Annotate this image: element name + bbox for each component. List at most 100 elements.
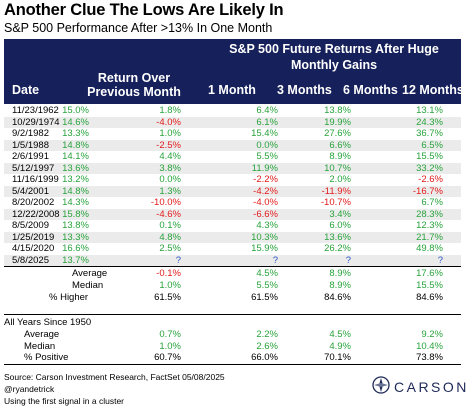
row-prev-return: 14.3% <box>62 197 89 208</box>
row-m3-return: 15.9% <box>251 243 278 254</box>
row-m12-return: -16.7% <box>412 185 443 197</box>
header-date: Date <box>12 83 40 97</box>
row-prev-return: 13.7% <box>62 254 89 266</box>
summary-label: Average <box>72 268 108 279</box>
row-m12-return: 36.7% <box>416 128 443 139</box>
all-years-label: Median <box>24 340 56 352</box>
table-row: 1/5/1988 14.8% -2.5% 0.0% 6.6% 6.5% <box>4 139 461 151</box>
row-date: 12/22/2008 <box>12 208 60 220</box>
row-m6-return: 13.6% <box>324 231 351 243</box>
table-row: 5/12/1997 13.6% 3.8% 11.9% 10.7% 33.2% <box>4 162 461 174</box>
returns-table: 11/23/1962 15.0% 1.8% 6.4% 13.8% 13.1% 10/29/1… <box>4 105 461 266</box>
all-years-row: Median 1.0% 2.6% 4.9% 10.4% <box>4 341 461 353</box>
table-row: 8/5/2009 13.8% 0.1% 4.3% 6.0% 12.3% <box>4 220 461 232</box>
row-m12-return: 6.5% <box>421 139 443 151</box>
row-m6-return: 6.0% <box>329 220 351 231</box>
row-m3-return: 11.9% <box>251 162 278 174</box>
row-date: 11/23/1962 <box>12 105 59 116</box>
row-date: 8/5/2009 <box>12 220 49 231</box>
row-date: 11/16/1999 <box>12 174 59 185</box>
row-m1-return: 4.8% <box>159 231 181 243</box>
header-group-label: S&P 500 Future Returns After Huge Monthl… <box>229 42 439 72</box>
table-row: 9/2/1982 13.3% 1.0% 15.4% 27.6% 36.7% <box>4 128 461 140</box>
row-m6-return: 19.9% <box>324 116 351 128</box>
row-m12-return: 6.7% <box>421 197 443 208</box>
row-m1-return: -4.6% <box>156 208 181 220</box>
footer-source: Source: Carson Investment Research, Fact… <box>4 372 225 382</box>
header-12-months: 12 Months <box>402 83 464 97</box>
row-m6-return: 8.9% <box>329 151 351 162</box>
row-m1-return: 1.8% <box>159 105 181 116</box>
row-date: 1/5/1988 <box>12 139 49 151</box>
row-date: 2/6/1991 <box>12 151 49 162</box>
summary-m6: 8.9% <box>329 279 351 291</box>
summary-row: Median 1.0% 5.5% 8.9% 15.5% <box>4 280 461 292</box>
row-m12-return: 21.7% <box>416 231 443 243</box>
row-m3-return: 10.3% <box>251 231 278 243</box>
row-m3-return: -4.2% <box>253 185 278 197</box>
row-m1-return: ? <box>175 254 181 266</box>
row-prev-return: 15.0% <box>62 105 89 116</box>
all-years-divider <box>4 314 461 315</box>
all-years-m1: 0.7% <box>159 329 181 340</box>
footer-handle: @ryandetrick <box>4 384 55 394</box>
summary-table: Average -0.1% 4.5% 8.9% 17.6% Median 1.0% 5.5% 8… <box>4 268 461 303</box>
row-prev-return: 13.3% <box>62 231 89 243</box>
table-row: 11/16/1999 13.2% 0.0% -2.2% 2.0% -2.6% <box>4 174 461 186</box>
row-m3-return: 4.3% <box>256 220 278 231</box>
row-m3-return: 6.1% <box>256 116 278 128</box>
page-title: Another Clue The Lows Are Likely In <box>4 1 284 19</box>
all-years-m1: 1.0% <box>159 340 181 352</box>
row-m1-return: -4.0% <box>156 116 181 128</box>
summary-m1: -0.1% <box>156 268 181 279</box>
row-m12-return: ? <box>437 254 443 266</box>
footer-note: Using the first signal in a cluster <box>4 396 124 406</box>
carson-logo: CARSON <box>372 376 466 398</box>
row-m6-return: 26.2% <box>324 243 351 254</box>
summary-m12: 15.5% <box>416 279 443 291</box>
row-m3-return: -2.2% <box>253 174 278 185</box>
row-prev-return: 14.6% <box>62 116 89 128</box>
header-3-months: 3 Months <box>277 83 332 97</box>
row-prev-return: 13.3% <box>62 128 89 139</box>
row-date: 5/4/2001 <box>12 185 49 197</box>
carson-logo-text: CARSON <box>394 379 468 395</box>
row-m1-return: 1.3% <box>159 185 181 197</box>
header-prev-return: Return Over Previous Month <box>87 71 181 99</box>
row-m6-return: 3.4% <box>329 208 351 220</box>
row-m3-return: 15.4% <box>251 128 278 139</box>
row-m6-return: -11.9% <box>321 185 351 197</box>
table-row: 11/23/1962 15.0% 1.8% 6.4% 13.8% 13.1% <box>4 105 461 117</box>
table-row: 5/4/2001 14.8% 1.3% -4.2% -11.9% -16.7% <box>4 185 461 197</box>
all-years-m6: 4.9% <box>329 340 351 352</box>
summary-m12: 17.6% <box>416 268 443 279</box>
row-m6-return: 6.6% <box>329 139 351 151</box>
row-m12-return: 28.3% <box>416 208 443 220</box>
row-m1-return: -2.5% <box>156 139 181 151</box>
row-prev-return: 16.6% <box>62 243 89 254</box>
row-date: 4/15/2020 <box>12 243 55 254</box>
summary-m3: 61.5% <box>251 291 278 303</box>
row-prev-return: 15.8% <box>62 208 89 220</box>
row-m3-return: 5.5% <box>256 151 278 162</box>
row-m6-return: 10.7% <box>324 162 351 174</box>
table-row: 5/8/2025 13.7%???? <box>4 254 461 266</box>
all-years-m12: 10.4% <box>416 340 443 352</box>
row-prev-return: 13.2% <box>62 174 89 185</box>
row-m6-return: -10.7% <box>320 197 351 208</box>
row-m6-return: 13.8% <box>324 105 351 116</box>
summary-m6: 8.9% <box>329 268 351 279</box>
row-m12-return: -2.6% <box>418 174 443 185</box>
row-m1-return: 3.8% <box>159 162 181 174</box>
all-years-m1: 60.7% <box>154 352 181 363</box>
table-row: 8/20/2002 14.3% -10.0% -4.0% -10.7% 6.7% <box>4 197 461 209</box>
summary-row: Average -0.1% 4.5% 8.9% 17.6% <box>4 268 461 280</box>
row-m1-return: 4.4% <box>159 151 181 162</box>
summary-m1: 61.5% <box>154 291 181 303</box>
all-years-m3: 2.6% <box>256 340 278 352</box>
row-date: 1/25/2019 <box>12 231 55 243</box>
row-m6-return: 2.0% <box>329 174 351 185</box>
row-m12-return: 12.3% <box>416 220 443 231</box>
table-row: 1/25/2019 13.3% 4.8% 10.3% 13.6% 21.7% <box>4 231 461 243</box>
row-m12-return: 15.5% <box>416 151 443 162</box>
